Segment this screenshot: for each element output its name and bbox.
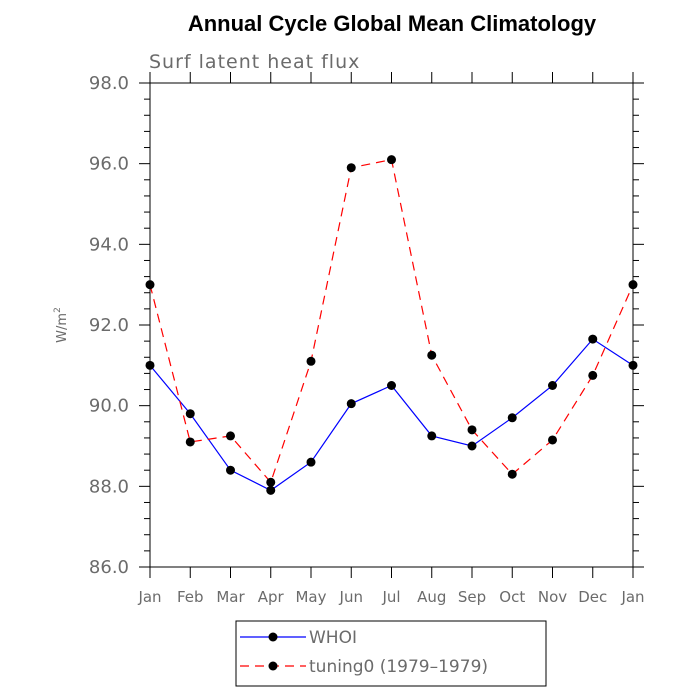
data-point-tuning0 — [387, 155, 396, 165]
data-point-tuning0 — [628, 280, 638, 290]
y-tick-label: 94.0 — [89, 234, 129, 255]
x-tick-label: Jul — [381, 588, 400, 606]
data-point-whoi — [266, 485, 276, 495]
legend-box — [235, 620, 547, 687]
data-point-whoi — [427, 431, 437, 441]
y-axis-label: W/m2 — [53, 307, 70, 343]
data-point-whoi — [387, 381, 396, 390]
data-point-whoi — [548, 381, 557, 390]
data-point-whoi — [507, 413, 517, 423]
legend-whoi-marker — [268, 632, 278, 642]
x-tick-label: Mar — [216, 588, 245, 606]
y-axis-ticks: 86.0 88.0 90.0 92.0 94.0 96.0 98.0 — [89, 73, 644, 578]
x-tick-label: Oct — [499, 588, 525, 606]
legend: WHOI tuning0 (1979–1979) — [235, 620, 547, 687]
data-point-tuning0 — [266, 477, 276, 487]
data-point-tuning0 — [507, 469, 517, 479]
data-point-tuning0 — [346, 163, 356, 173]
x-tick-label: Jan — [620, 588, 644, 606]
y-tick-label: 90.0 — [89, 396, 129, 417]
chart-subtitle: Surf latent heat flux — [149, 51, 360, 73]
data-point-tuning0 — [306, 356, 316, 366]
data-point-tuning0 — [185, 437, 195, 447]
legend-tuning0-marker — [268, 661, 278, 671]
data-point-tuning0 — [467, 425, 477, 435]
x-tick-label: Sep — [458, 588, 486, 606]
data-point-tuning0 — [226, 431, 235, 441]
y-tick-label: 88.0 — [89, 476, 129, 497]
legend-tuning0-label: tuning0 (1979–1979) — [309, 657, 488, 677]
x-axis-ticks: Jan Feb Mar Apr May Jun Jul Aug Sep Oct Nov Dec Jan — [137, 72, 645, 606]
y-tick-label: 92.0 — [89, 315, 129, 336]
y-tick-label: 98.0 — [89, 73, 129, 94]
data-point-whoi — [226, 465, 235, 475]
data-point-whoi — [467, 441, 477, 451]
data-point-whoi — [185, 409, 195, 419]
x-tick-label: Apr — [258, 588, 285, 606]
chart-title: Annual Cycle Global Mean Climatology — [188, 11, 597, 36]
data-point-tuning0 — [145, 280, 155, 290]
data-point-whoi — [346, 399, 356, 409]
series-line-whoi — [149, 338, 634, 492]
data-point-tuning0 — [588, 370, 598, 380]
series-line-tuning0 — [149, 158, 634, 484]
series-layer — [145, 155, 638, 495]
data-point-whoi — [145, 360, 155, 370]
x-tick-label: Nov — [538, 588, 567, 606]
y-axis-label-superscript: 2 — [53, 307, 63, 313]
x-tick-label: Dec — [578, 588, 607, 606]
x-tick-label: Feb — [177, 588, 204, 606]
data-point-whoi — [628, 360, 638, 370]
legend-whoi-label: WHOI — [309, 628, 357, 648]
x-tick-label: May — [295, 588, 326, 606]
data-point-tuning0 — [427, 350, 437, 360]
x-tick-label: Jun — [339, 588, 363, 606]
data-point-whoi — [588, 334, 598, 344]
y-tick-label: 96.0 — [89, 154, 129, 175]
x-tick-label: Jan — [137, 588, 161, 606]
x-tick-label: Aug — [417, 588, 446, 606]
y-tick-label: 86.0 — [89, 557, 129, 578]
y-axis-label-unit: W/m — [55, 313, 70, 343]
data-point-whoi — [306, 457, 316, 467]
data-point-tuning0 — [548, 435, 557, 445]
